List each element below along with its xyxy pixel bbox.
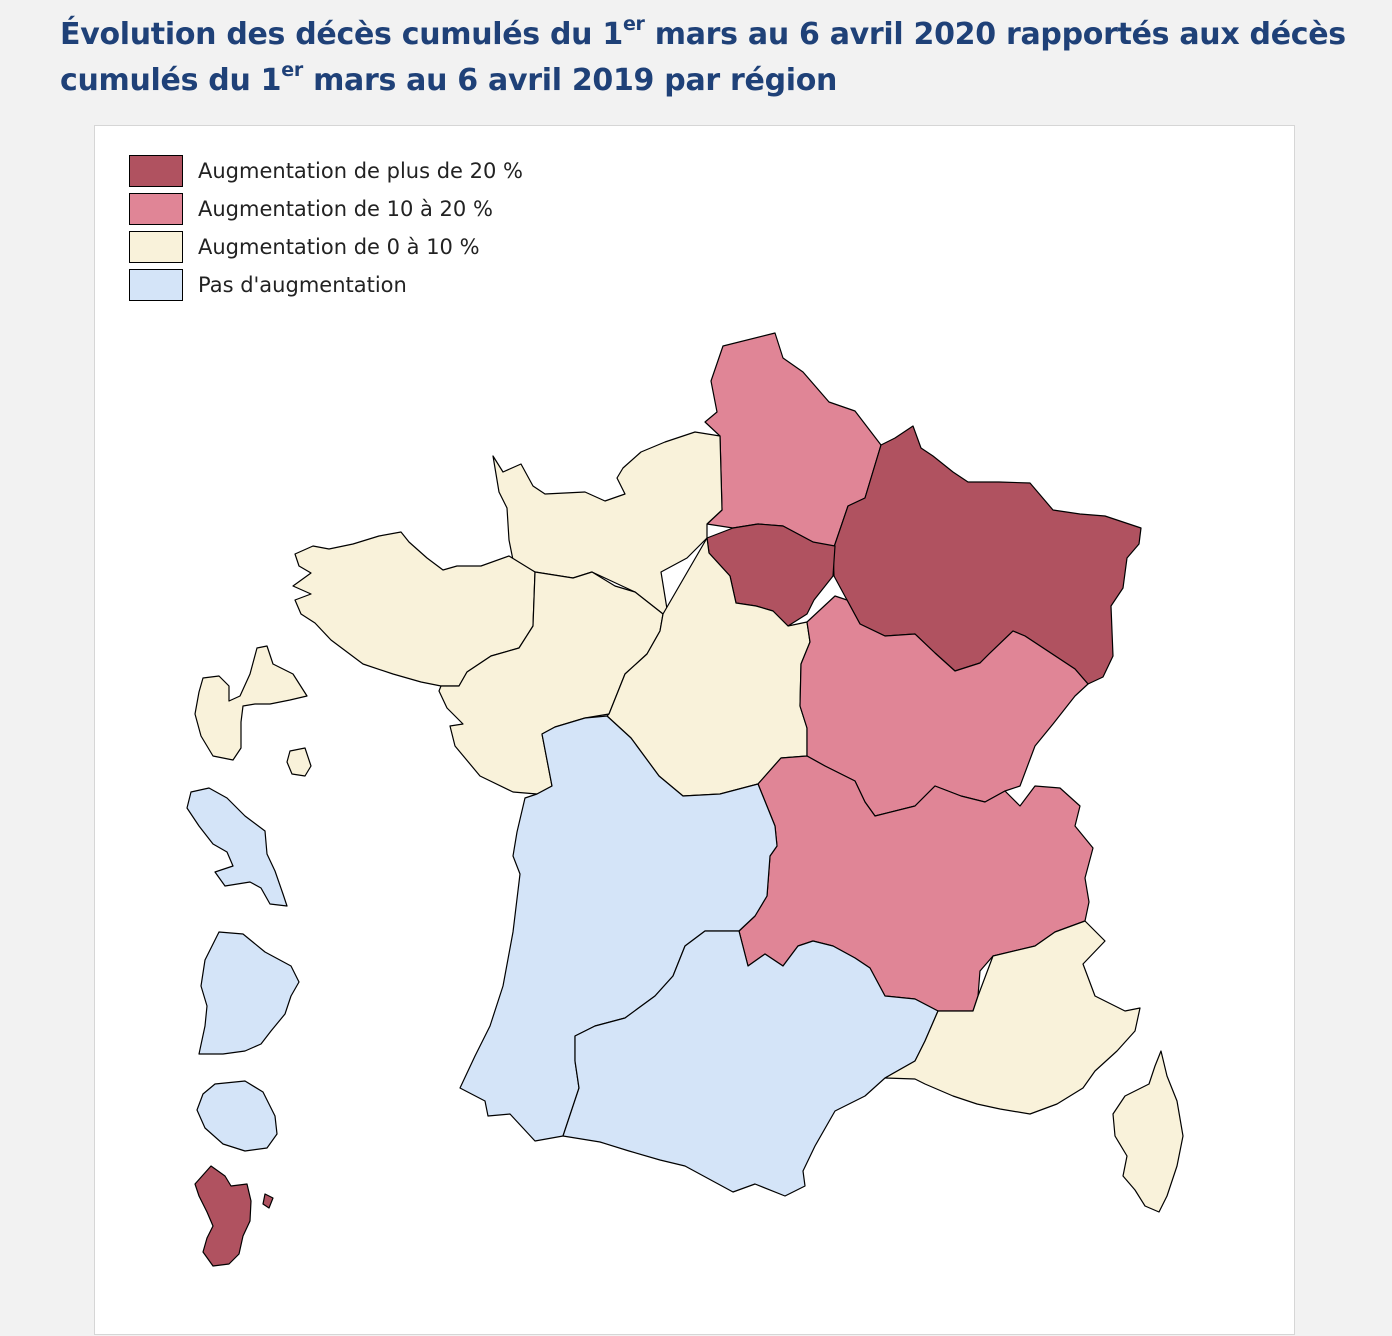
legend-item-10-to-20: Augmentation de 10 à 20 %	[129, 190, 523, 228]
legend-label: Augmentation de 0 à 10 %	[198, 235, 480, 259]
legend-swatch	[129, 269, 183, 301]
legend: Augmentation de plus de 20 % Augmentatio…	[129, 152, 523, 304]
region-guadeloupe[interactable]: Guadeloupe	[194, 645, 308, 761]
title-superscript-2: er	[281, 59, 303, 81]
region-mayotte-island[interactable]: Mayotte	[262, 1193, 274, 1209]
legend-item-0-to-10: Augmentation de 0 à 10 %	[129, 228, 523, 266]
region-la-reunion[interactable]: La Réunion	[196, 1080, 278, 1152]
legend-swatch	[129, 193, 183, 225]
france-regions-map: Hauts-de-France Grand Est Île-de-France …	[186, 332, 1184, 1267]
legend-label: Augmentation de 10 à 20 %	[198, 197, 493, 221]
title-text-3: mars au 6 avril 2019 par région	[302, 63, 838, 98]
map-panel: Augmentation de plus de 20 % Augmentatio…	[94, 125, 1295, 1335]
page-title: Évolution des décès cumulés du 1er mars …	[60, 12, 1360, 104]
title-text-2: mars au 6 avril 2020 rapportés aux décès…	[60, 17, 1346, 98]
region-guadeloupe-island[interactable]: Guadeloupe	[286, 747, 312, 777]
region-provence-alpes-cote-d-azur[interactable]: Provence-Alpes-Côte d'Azur	[884, 920, 1141, 1115]
region-martinique[interactable]: Martinique	[186, 787, 288, 907]
legend-label: Augmentation de plus de 20 %	[198, 159, 523, 183]
title-superscript-1: er	[622, 13, 645, 35]
legend-item-over-20: Augmentation de plus de 20 %	[129, 152, 523, 190]
region-corse[interactable]: Corse	[1112, 1050, 1184, 1213]
legend-swatch	[129, 155, 183, 187]
legend-item-no-increase: Pas d'augmentation	[129, 266, 523, 304]
title-text-1: Évolution des décès cumulés du 1	[60, 17, 623, 52]
region-guyane[interactable]: Guyane	[198, 931, 300, 1055]
region-mayotte[interactable]: Mayotte	[194, 1165, 252, 1267]
legend-label: Pas d'augmentation	[198, 273, 407, 297]
legend-swatch	[129, 231, 183, 263]
